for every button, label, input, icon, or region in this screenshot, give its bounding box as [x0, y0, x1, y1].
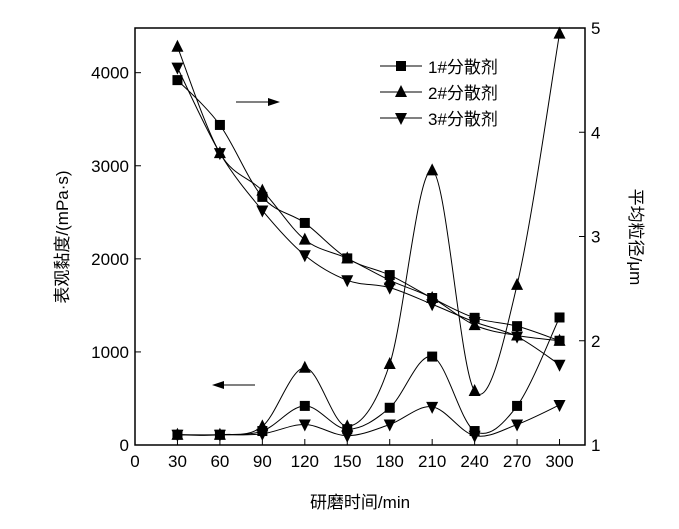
viscosity-point — [298, 419, 311, 432]
viscosity-point — [383, 419, 396, 432]
viscosity-point — [553, 26, 566, 39]
particle-size-point — [214, 119, 225, 130]
particle-size-point — [299, 217, 310, 228]
particle-size-point — [341, 251, 354, 264]
particle-size-point — [298, 232, 311, 245]
x-axis-label: 研磨时间/min — [310, 493, 410, 512]
x-tick-label: 30 — [168, 452, 187, 471]
y-right-tick-label: 3 — [591, 228, 600, 247]
particle-size-point — [298, 250, 311, 263]
x-tick-label: 60 — [210, 452, 229, 471]
markers — [171, 26, 566, 443]
particle-size-point — [256, 205, 269, 218]
particle-size-point — [341, 275, 354, 288]
curves — [176, 33, 561, 437]
viscosity-line-2 — [177, 33, 561, 436]
viscosity-point — [512, 400, 523, 411]
particle-size-point — [383, 273, 396, 286]
particle-size-line-2 — [176, 46, 560, 342]
viscosity-point — [171, 429, 184, 442]
particle-size-point — [553, 333, 566, 346]
viscosity-line-3 — [177, 404, 560, 437]
particle-size-point — [553, 359, 566, 372]
particle-size-point — [172, 75, 183, 86]
legend: 1#分散剂 2#分散剂 3#分散剂 — [380, 58, 498, 129]
x-tick-label: 240 — [460, 452, 488, 471]
viscosity-point — [427, 351, 438, 362]
particle-size-point — [511, 331, 524, 344]
viscosity-point — [554, 312, 565, 323]
y-right-tick-label: 5 — [591, 19, 600, 38]
y-right-tick-label: 4 — [591, 123, 600, 142]
x-tick-label: 270 — [503, 452, 531, 471]
viscosity-point — [383, 357, 396, 370]
particle-size-point — [213, 148, 226, 161]
viscosity-point — [468, 384, 481, 397]
right-arrow — [236, 98, 280, 106]
legend-marker — [395, 113, 407, 125]
viscosity-point — [384, 402, 395, 413]
viscosity-point — [341, 430, 354, 443]
y-right-tick-label: 1 — [591, 436, 600, 455]
particle-size-point — [426, 299, 439, 312]
particle-size-point — [256, 183, 269, 196]
particle-size-point — [171, 39, 184, 52]
y-right-tick-label: 2 — [591, 332, 600, 351]
viscosity-point — [256, 419, 269, 432]
x-tick-label: 180 — [376, 452, 404, 471]
x-tick-label: 150 — [333, 452, 361, 471]
viscosity-point — [341, 419, 354, 432]
x-tick-label: 90 — [253, 452, 272, 471]
viscosity-point — [213, 429, 226, 442]
viscosity-line-1 — [177, 317, 560, 436]
particle-size-point — [383, 282, 396, 295]
particle-size-line-3 — [177, 67, 560, 366]
viscosity-point — [298, 360, 311, 373]
y-left-tick-label: 0 — [120, 436, 129, 455]
x-tick-label: 210 — [418, 452, 446, 471]
particle-size-point — [468, 316, 481, 329]
particle-size-point — [512, 321, 523, 332]
viscosity-point — [511, 419, 524, 432]
x-tick-label: 300 — [545, 452, 573, 471]
viscosity-point — [299, 400, 310, 411]
viscosity-point — [256, 428, 269, 441]
legend-label: 2#分散剂 — [428, 84, 498, 103]
viscosity-point — [511, 277, 524, 290]
y-axis-left-label: 表观黏度/(mPa·s) — [53, 170, 72, 303]
viscosity-point — [468, 430, 481, 443]
x-tick-label: 120 — [291, 452, 319, 471]
viscosity-point — [426, 401, 439, 414]
y-left-tick-label: 3000 — [91, 157, 129, 176]
legend-label: 1#分散剂 — [428, 58, 498, 77]
legend-marker — [395, 85, 407, 97]
y-left-tick-label: 4000 — [91, 64, 129, 83]
particle-size-line-1 — [177, 79, 560, 342]
viscosity-point — [426, 163, 439, 176]
left-arrow — [212, 381, 255, 389]
viscosity-point — [553, 399, 566, 412]
y-axis-right-label: 平均粒径/μm — [626, 189, 645, 286]
particle-size-point — [257, 191, 268, 202]
plot-frame — [134, 27, 586, 446]
x-tick-label: 0 — [130, 452, 139, 471]
y-left-tick-label: 1000 — [91, 343, 129, 362]
y-left-tick-label: 2000 — [91, 250, 129, 269]
particle-size-point — [171, 62, 184, 75]
legend-marker — [396, 61, 406, 71]
legend-label: 3#分散剂 — [428, 110, 498, 129]
